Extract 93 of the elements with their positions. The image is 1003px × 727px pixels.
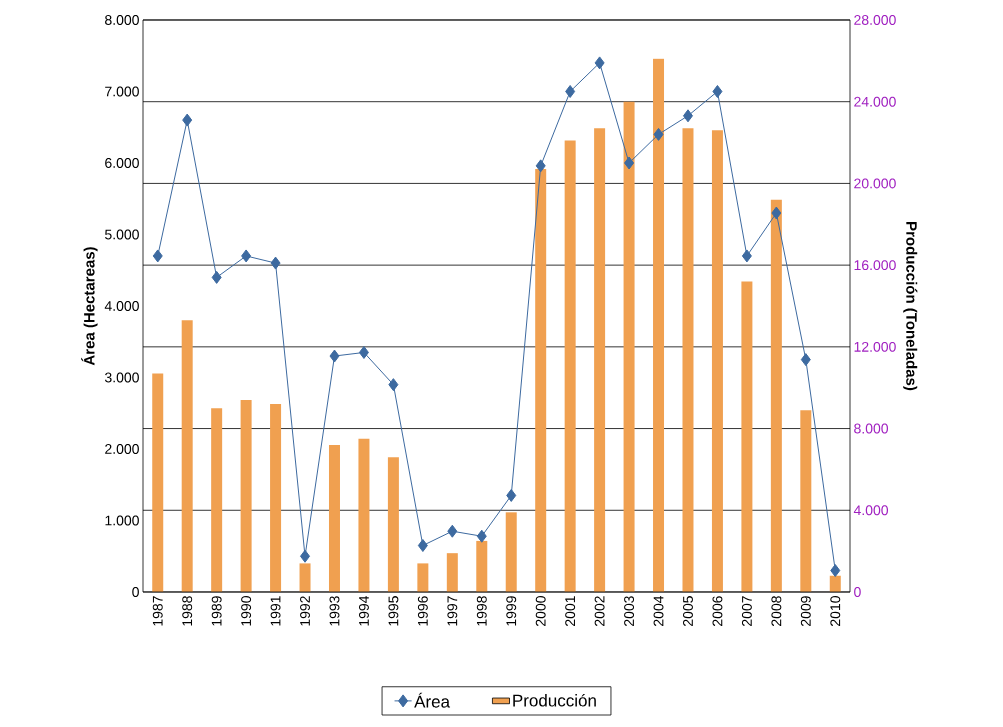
bar xyxy=(299,563,311,592)
point xyxy=(300,549,311,563)
x-tick-label: 2001 xyxy=(565,596,576,626)
bar xyxy=(653,58,665,592)
x-tick-label: 1992 xyxy=(300,596,310,626)
y-tick-label: 7.000 xyxy=(105,86,139,97)
x-tick-label: 2002 xyxy=(594,596,605,626)
point xyxy=(388,378,399,392)
bar xyxy=(623,101,635,592)
point xyxy=(800,353,811,367)
bar xyxy=(741,281,753,592)
x-tick-label: 2008 xyxy=(771,596,782,626)
point xyxy=(358,345,369,359)
y2-tick-label: 4.000 xyxy=(853,505,889,516)
point xyxy=(830,564,841,578)
point xyxy=(447,524,458,538)
y-tick-label: 1.000 xyxy=(105,515,139,526)
y2-tick-label: 24.000 xyxy=(854,96,896,107)
x-tick-label: 1987 xyxy=(152,596,163,626)
bar xyxy=(328,444,340,592)
bar xyxy=(535,169,547,592)
point xyxy=(182,113,193,127)
y-tick-label: 6.000 xyxy=(105,158,139,168)
x-tick-label: 1988 xyxy=(182,596,193,626)
point xyxy=(417,539,428,553)
y2-tick-label: 16.000 xyxy=(854,260,896,271)
y-tick-label: 0 xyxy=(132,587,139,597)
bar xyxy=(476,540,488,592)
point xyxy=(682,109,693,123)
y2-tick-label: 8.000 xyxy=(854,423,889,434)
y2-axis-title: Producción (Toneladas) xyxy=(903,222,918,391)
x-tick-label: 1996 xyxy=(417,596,428,626)
x-tick-label: 2004 xyxy=(653,595,664,626)
y-axis-title: Área (Hectareas) xyxy=(81,247,98,366)
y2-tick-label: 28.000 xyxy=(854,15,896,25)
legend-label: Producción xyxy=(513,693,596,707)
x-tick-label: 2009 xyxy=(800,596,811,626)
x-tick-label: 1995 xyxy=(388,596,399,626)
point xyxy=(241,249,252,263)
legend-label: Área xyxy=(414,692,451,708)
x-tick-label: 1993 xyxy=(329,596,340,626)
bar xyxy=(829,575,841,592)
bar xyxy=(358,438,370,592)
point xyxy=(329,349,340,363)
y-tick-label: 8.000 xyxy=(105,15,139,25)
bar xyxy=(240,399,252,592)
y-tick-label: 3.000 xyxy=(104,372,139,383)
y-tick-label: 4.000 xyxy=(104,301,139,311)
point xyxy=(211,270,222,284)
bar xyxy=(211,408,223,592)
bar xyxy=(387,457,399,592)
x-tick-label: 1997 xyxy=(447,596,458,626)
x-tick-label: 2005 xyxy=(683,596,693,626)
point xyxy=(270,256,281,270)
point xyxy=(152,249,163,263)
bar xyxy=(505,512,517,592)
bar xyxy=(446,553,458,592)
bar xyxy=(270,404,282,592)
x-tick-label: 2006 xyxy=(712,596,723,626)
x-tick-label: 1989 xyxy=(211,596,222,626)
x-tick-label: 1991 xyxy=(270,596,281,626)
bar xyxy=(417,563,429,592)
y-tick-label: 2.000 xyxy=(105,444,139,454)
bar xyxy=(711,130,723,592)
point xyxy=(741,249,752,263)
point xyxy=(653,127,664,141)
bar xyxy=(181,320,193,592)
y2-tick-label: 20.000 xyxy=(854,178,896,189)
bar xyxy=(152,373,164,592)
x-tick-label: 1999 xyxy=(506,596,517,626)
point xyxy=(594,56,605,70)
point xyxy=(624,156,635,170)
bar xyxy=(682,128,694,592)
x-tick-label: 2003 xyxy=(624,596,635,626)
x-tick-label: 2000 xyxy=(535,596,546,626)
y-tick-label: 5.000 xyxy=(105,229,139,240)
bar xyxy=(800,410,812,592)
point xyxy=(712,84,723,98)
x-tick-label: 1990 xyxy=(241,596,252,626)
x-tick-label: 1994 xyxy=(358,595,369,626)
point xyxy=(506,488,517,502)
point xyxy=(535,159,546,173)
point xyxy=(565,84,576,98)
y2-tick-label: 12.000 xyxy=(854,341,896,352)
bar xyxy=(564,140,576,592)
bar xyxy=(594,128,606,592)
bar xyxy=(770,199,782,592)
x-tick-label: 2007 xyxy=(741,596,752,626)
y2-tick-label: 0 xyxy=(854,587,861,597)
x-tick-label: 2010 xyxy=(830,596,841,626)
point xyxy=(771,206,782,220)
x-tick-label: 1998 xyxy=(476,596,487,626)
point xyxy=(476,529,487,543)
